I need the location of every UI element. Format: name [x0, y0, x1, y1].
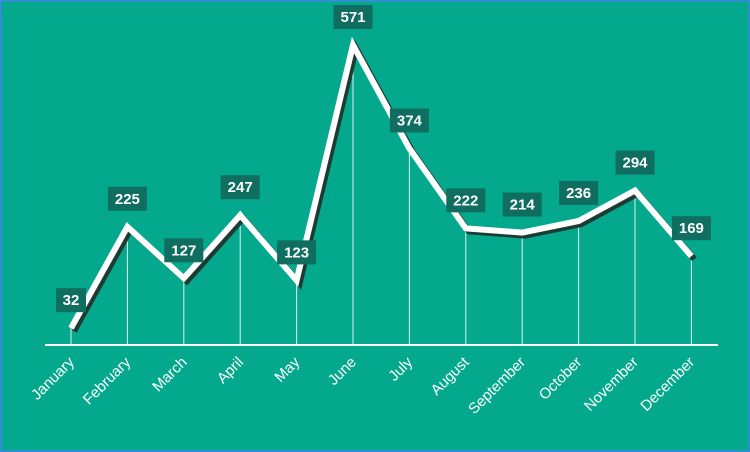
data-label-value: 127	[171, 242, 196, 259]
data-label-value: 571	[340, 9, 365, 26]
data-label-january: 32	[56, 288, 86, 313]
data-labels: 32 225 127 247 123 571 374 222 214 236 294 169	[56, 5, 711, 313]
data-label-box	[615, 150, 655, 175]
data-label-box	[671, 216, 711, 241]
data-label-december: 169	[671, 216, 711, 241]
data-label-march: 127	[164, 238, 204, 263]
data-label-box	[446, 188, 486, 213]
data-label-value: 374	[397, 113, 423, 130]
data-label-box	[502, 192, 542, 217]
data-label-box	[277, 240, 317, 265]
data-label-box	[559, 181, 599, 206]
data-label-box	[56, 288, 86, 313]
data-label-november: 294	[615, 150, 655, 175]
data-label-box	[164, 238, 204, 263]
drop-lines	[70, 45, 692, 345]
data-label-value: 225	[115, 191, 140, 208]
data-label-july: 374	[389, 108, 429, 133]
data-label-box	[333, 5, 373, 29]
data-label-value: 214	[510, 197, 536, 214]
series-line	[68, 36, 694, 330]
data-label-june: 571	[333, 5, 373, 29]
data-label-may: 123	[277, 240, 317, 265]
data-label-september: 214	[502, 192, 542, 217]
data-label-value: 32	[63, 292, 80, 309]
data-label-box	[107, 186, 147, 211]
series	[68, 36, 697, 333]
data-label-august: 222	[446, 188, 486, 213]
data-label-box	[389, 108, 429, 133]
data-label-value: 169	[679, 220, 704, 237]
data-label-value: 236	[566, 185, 591, 202]
data-label-value: 294	[622, 155, 648, 172]
data-label-february: 225	[107, 186, 147, 211]
data-label-value: 222	[453, 192, 478, 209]
data-label-october: 236	[559, 181, 599, 206]
data-label-box	[220, 175, 260, 200]
data-label-value: 123	[284, 244, 309, 261]
data-label-value: 247	[228, 179, 253, 196]
data-label-april: 247	[220, 175, 260, 200]
